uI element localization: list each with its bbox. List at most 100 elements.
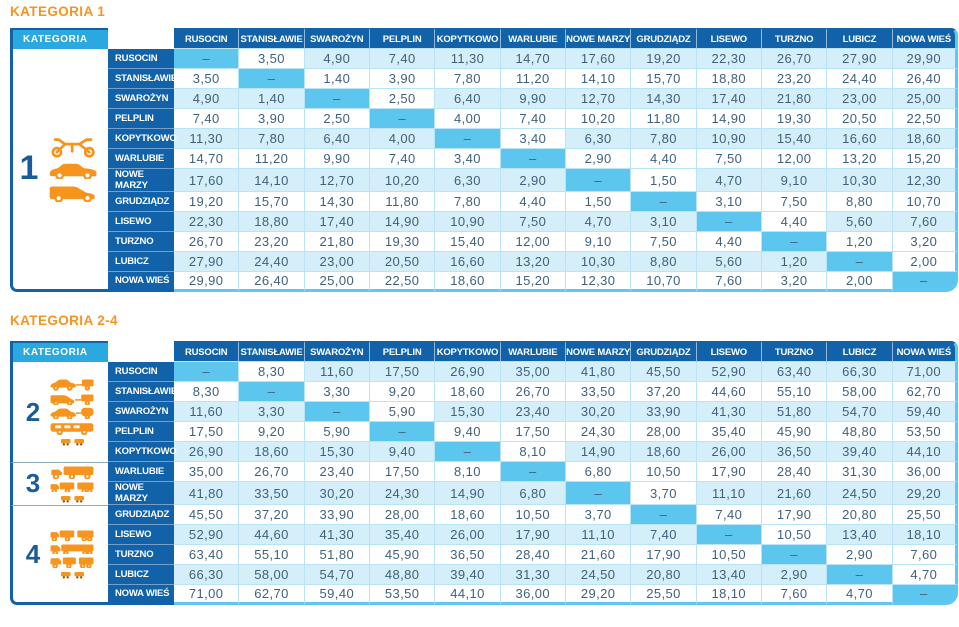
price-cell: 4,40 bbox=[761, 212, 828, 232]
price-cell: 66,30 bbox=[174, 565, 240, 585]
category-number: 4 bbox=[25, 538, 41, 569]
price-cell: 7,60 bbox=[696, 272, 762, 292]
price-cell: 10,50 bbox=[631, 462, 697, 482]
table-row: KOPYTKOWO 26,90 18,60 15,30 9,40–8,10 14,90 18… bbox=[10, 442, 958, 462]
diagonal-cell: – bbox=[239, 382, 305, 402]
table-row: 1 RUSOCIN –3,50 4,90 7,40 11,30 14,70 17,60 19,2… bbox=[10, 49, 958, 292]
price-cell: 23,40 bbox=[500, 402, 566, 422]
price-cell: 7,80 bbox=[239, 129, 305, 149]
price-cell: 48,80 bbox=[827, 422, 893, 442]
price-cell: 4,00 bbox=[369, 129, 436, 149]
row-header-nowe-marzy: NOWE MARZY bbox=[108, 482, 174, 505]
price-cell: 9,10 bbox=[761, 169, 828, 192]
price-cell: 35,40 bbox=[369, 525, 436, 545]
price-cell: 6,80 bbox=[500, 482, 566, 505]
price-cell: 45,90 bbox=[369, 545, 436, 565]
price-cell: 2,50 bbox=[369, 89, 436, 109]
price-cell: 35,00 bbox=[500, 362, 566, 382]
price-cell: 18,80 bbox=[239, 212, 305, 232]
price-cell: 17,50 bbox=[369, 362, 436, 382]
table-row: LISEWO 22,30 18,80 17,40 14,90 10,90 7,50 4,70 3… bbox=[10, 212, 958, 232]
column-header-grudzi-dz: GRUDZIĄDZ bbox=[631, 341, 697, 362]
price-cell: 29,20 bbox=[892, 482, 958, 505]
price-cell: 39,40 bbox=[827, 442, 893, 462]
row-header-rusocin: RUSOCIN bbox=[108, 49, 174, 69]
price-cell: 14,90 bbox=[435, 482, 501, 505]
diagonal-cell: – bbox=[761, 545, 828, 565]
kategoria-corner-header: KATEGORIA bbox=[10, 28, 108, 49]
price-cell: 11,80 bbox=[369, 192, 436, 212]
price-cell: 28,40 bbox=[761, 462, 828, 482]
van-trailer-icon bbox=[49, 393, 95, 405]
price-cell: 11,10 bbox=[565, 525, 632, 545]
price-cell: 22,50 bbox=[892, 109, 958, 129]
price-cell: 7,60 bbox=[892, 545, 958, 565]
price-cell: 7,40 bbox=[369, 149, 436, 169]
price-cell: 20,80 bbox=[827, 505, 893, 525]
price-cell: 24,50 bbox=[827, 482, 893, 505]
row-header-nowa-wie: NOWA WIEŚ bbox=[108, 585, 174, 605]
price-cell: 58,00 bbox=[239, 565, 305, 585]
price-cell: 3,30 bbox=[239, 402, 305, 422]
price-cell: 11,60 bbox=[174, 402, 240, 422]
row-header-stanis-awie: STANISŁAWIE bbox=[108, 69, 177, 89]
car-icon bbox=[47, 161, 101, 179]
axles-icon bbox=[60, 494, 85, 503]
price-cell: 36,50 bbox=[761, 442, 828, 462]
price-cell: 51,80 bbox=[304, 545, 370, 565]
table-row: TURZNO 63,40 55,10 51,80 45,90 36,50 28,40 21,6… bbox=[10, 545, 958, 565]
price-cell: 19,30 bbox=[369, 232, 436, 252]
price-cell: 54,70 bbox=[827, 402, 893, 422]
price-cell: 53,50 bbox=[892, 422, 958, 442]
price-cell: 12,00 bbox=[500, 232, 566, 252]
price-cell: 24,40 bbox=[827, 69, 893, 89]
price-cell: 6,40 bbox=[435, 89, 501, 109]
price-cell: 18,60 bbox=[631, 442, 697, 462]
price-cell: 53,50 bbox=[369, 585, 436, 605]
price-cell: 15,40 bbox=[761, 129, 828, 149]
price-cell: 17,40 bbox=[696, 89, 762, 109]
price-cell: 21,60 bbox=[565, 545, 632, 565]
row-header-swaro-yn: SWAROŻYN bbox=[108, 89, 174, 109]
price-cell: 2,90 bbox=[761, 565, 828, 585]
price-cell: 17,50 bbox=[174, 422, 240, 442]
column-header-kopytkowo: KOPYTKOWO bbox=[435, 28, 501, 49]
table-row: LUBICZ 27,90 24,40 23,00 20,50 16,60 13,20 10,3… bbox=[10, 252, 958, 272]
price-cell: 44,10 bbox=[892, 442, 958, 462]
row-header-rusocin: RUSOCIN bbox=[108, 362, 174, 382]
price-cell: 11,30 bbox=[435, 49, 501, 69]
price-cell: 44,60 bbox=[696, 382, 762, 402]
price-cell: 3,70 bbox=[631, 482, 697, 505]
price-cell: 4,00 bbox=[435, 109, 501, 129]
price-cell: 15,40 bbox=[435, 232, 501, 252]
category-number: 3 bbox=[25, 468, 41, 499]
price-cell: 37,20 bbox=[239, 505, 305, 525]
price-cell: 14,10 bbox=[239, 169, 305, 192]
table-row: 3 WARLUBIE 35,00 26,70 23,40 17,50 8,10–6,80 10… bbox=[10, 462, 958, 505]
row-header-lisewo: LISEWO bbox=[108, 525, 174, 545]
price-cell: 52,90 bbox=[174, 525, 240, 545]
price-cell: 2,90 bbox=[500, 169, 566, 192]
row-header-grudzi-dz: GRUDZIĄDZ bbox=[108, 505, 174, 525]
diagonal-cell: – bbox=[565, 169, 632, 192]
price-cell: 14,70 bbox=[500, 49, 566, 69]
price-cell: 3,90 bbox=[369, 69, 436, 89]
price-cell: 71,00 bbox=[892, 362, 958, 382]
price-cell: 21,80 bbox=[761, 89, 828, 109]
header-gap-cell bbox=[108, 341, 174, 362]
price-cell: 7,50 bbox=[696, 149, 762, 169]
price-cell: 4,70 bbox=[827, 585, 893, 605]
category-cell-4: 4 bbox=[10, 505, 108, 605]
price-cell: 14,70 bbox=[174, 149, 240, 169]
price-cell: 1,50 bbox=[631, 169, 697, 192]
price-cell: 55,10 bbox=[239, 545, 305, 565]
price-cell: 1,20 bbox=[827, 232, 893, 252]
price-cell: 17,60 bbox=[565, 49, 632, 69]
price-cell: 4,40 bbox=[500, 192, 566, 212]
price-cell: 45,50 bbox=[174, 505, 240, 525]
price-cell: 4,90 bbox=[174, 89, 240, 109]
price-cell: 28,00 bbox=[631, 422, 697, 442]
semi-truck-icon bbox=[49, 543, 95, 555]
row-header-pelplin: PELPLIN bbox=[108, 109, 174, 129]
